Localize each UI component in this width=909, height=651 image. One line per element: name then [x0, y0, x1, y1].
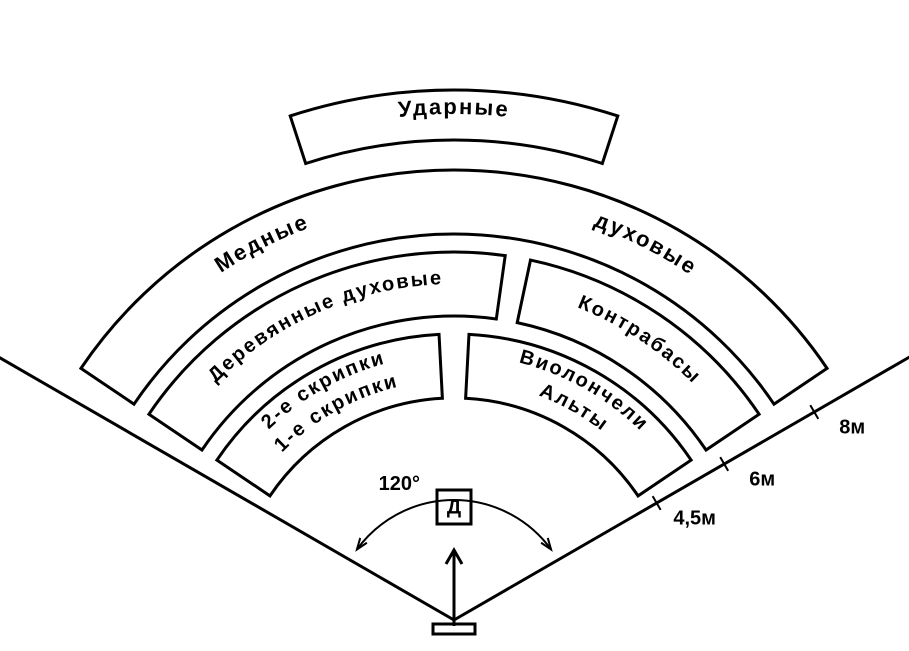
- label-woodwinds: Деревянные духовые: [204, 267, 444, 387]
- mic-bar: [433, 624, 475, 634]
- distance-label: 4,5м: [673, 507, 716, 529]
- section-brass: [81, 170, 827, 404]
- label-contrabass: Контрабасы: [575, 291, 706, 388]
- label-brass-right: духовые: [591, 207, 702, 280]
- angle-label: 120°: [379, 473, 420, 495]
- conductor-label: Д: [447, 496, 461, 518]
- label-percussion: Ударные: [397, 94, 511, 122]
- distance-label: 6м: [749, 468, 775, 490]
- distance-label: 8м: [839, 416, 865, 438]
- ray-right: [454, 352, 909, 620]
